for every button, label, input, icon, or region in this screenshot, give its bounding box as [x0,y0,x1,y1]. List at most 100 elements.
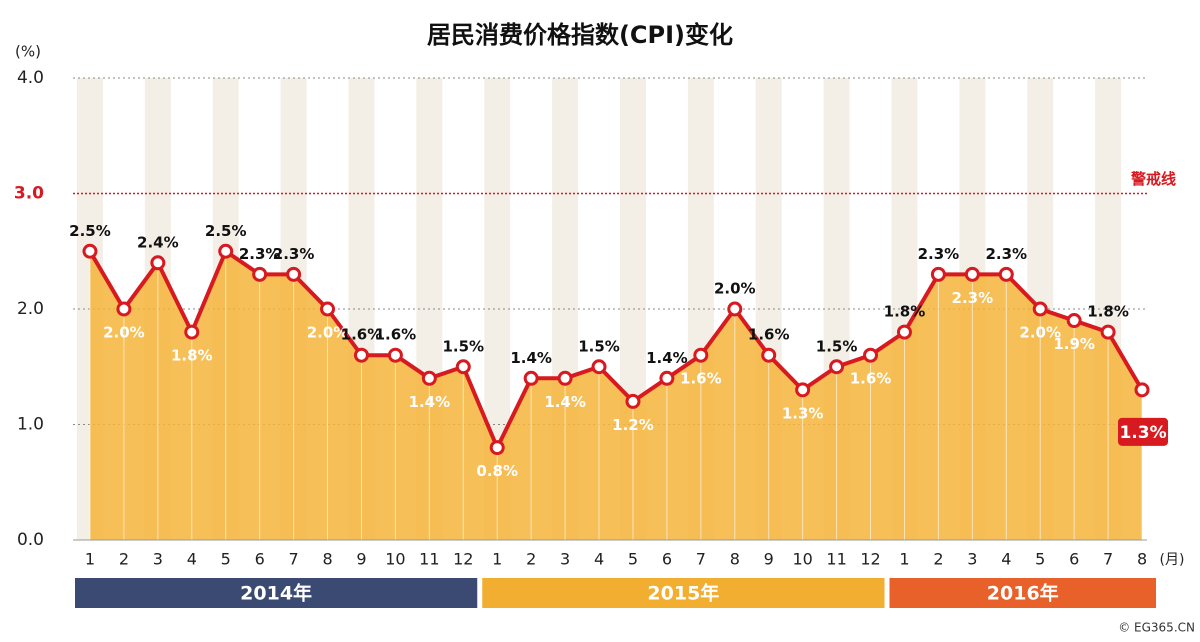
y-tick-label: 4.0 [17,68,44,88]
value-label: 1.4% [510,349,552,367]
x-tick-label: 8 [730,550,740,569]
x-tick-label: 7 [696,550,706,569]
value-label: 1.8% [1087,303,1129,321]
value-label: 2.3% [273,245,315,263]
x-tick-label: 5 [628,550,638,569]
point [1032,301,1048,317]
point [1066,313,1082,329]
point [150,255,166,271]
x-tick-label: 3 [153,550,163,569]
x-tick-label: 4 [187,550,197,569]
x-tick-label: 9 [764,550,774,569]
point [795,382,811,398]
y-unit: (%) [15,43,41,61]
x-tick-label: 9 [356,550,366,569]
value-label: 1.9% [1053,335,1095,353]
point [387,347,403,363]
point [218,243,234,259]
point [693,347,709,363]
source: © EG365.CN [1118,621,1195,635]
value-label: 2.0% [307,324,349,342]
point [252,266,268,282]
chart-title: 居民消费价格指数(CPI)变化 [427,21,733,49]
x-tick-label: 7 [289,550,299,569]
x-tick-label: 3 [967,550,977,569]
value-label: 1.5% [816,337,858,355]
year-label: 2014年 [240,582,312,605]
y-tick-label: 3.0 [14,184,44,204]
point [557,370,573,386]
point [116,301,132,317]
value-label: 2.5% [69,222,111,240]
value-label: 2.3% [985,245,1027,263]
value-label: 1.6% [375,326,417,344]
value-label: 1.5% [578,337,620,355]
value-label: 1.4% [544,393,586,411]
y-tick-label: 1.0 [17,415,44,435]
x-tick-label: 12 [860,550,880,569]
y-tick-label: 0.0 [17,530,44,550]
value-label: 2.0% [1019,324,1061,342]
point [896,324,912,340]
point [930,266,946,282]
x-unit: (月) [1160,552,1185,568]
year-label: 2016年 [987,582,1059,605]
point [659,370,675,386]
value-label: 1.3% [782,404,824,422]
point [489,440,505,456]
value-label: 2.3% [918,245,960,263]
value-label: 1.8% [171,347,213,365]
value-label: 2.4% [137,233,179,251]
y-tick-label: 2.0 [17,299,44,319]
x-tick-label: 8 [322,550,332,569]
year-bar [889,578,1156,608]
year-bar [75,578,478,608]
value-label: 1.2% [612,416,654,434]
point [523,370,539,386]
x-tick-label: 5 [1035,550,1045,569]
x-tick-label: 11 [419,550,439,569]
point [761,347,777,363]
x-tick-label: 1 [85,550,95,569]
point [625,393,641,409]
point [1100,324,1116,340]
year-label: 2015年 [647,582,719,605]
x-tick-label: 10 [792,550,812,569]
value-label: 2.3% [952,289,994,307]
point [82,243,98,259]
x-tick-label: 7 [1103,550,1113,569]
value-label: 2.5% [205,222,247,240]
point [184,324,200,340]
reference-label: 警戒线 [1130,170,1176,188]
x-tick-label: 11 [826,550,846,569]
x-tick-label: 6 [662,550,672,569]
point [353,347,369,363]
point [320,301,336,317]
point [727,301,743,317]
label-box [1118,417,1169,446]
point [829,359,845,375]
point [1134,382,1150,398]
x-tick-label: 12 [453,550,473,569]
value-label: 1.3% [1119,423,1166,443]
x-tick-label: 10 [385,550,405,569]
x-tick-label: 6 [1069,550,1079,569]
x-tick-label: 8 [1137,550,1147,569]
point [455,359,471,375]
x-tick-label: 5 [221,550,231,569]
value-label: 2.0% [714,280,756,298]
value-label: 0.8% [476,462,518,480]
point [286,266,302,282]
x-tick-label: 6 [255,550,265,569]
point [964,266,980,282]
value-label: 1.4% [409,393,451,411]
point [591,359,607,375]
x-tick-label: 3 [560,550,570,569]
value-label: 2.0% [103,324,145,342]
value-label: 1.8% [884,303,926,321]
value-label: 1.4% [646,349,688,367]
x-tick-label: 1 [492,550,502,569]
value-label: 1.5% [442,337,484,355]
value-label: 1.6% [850,370,892,388]
